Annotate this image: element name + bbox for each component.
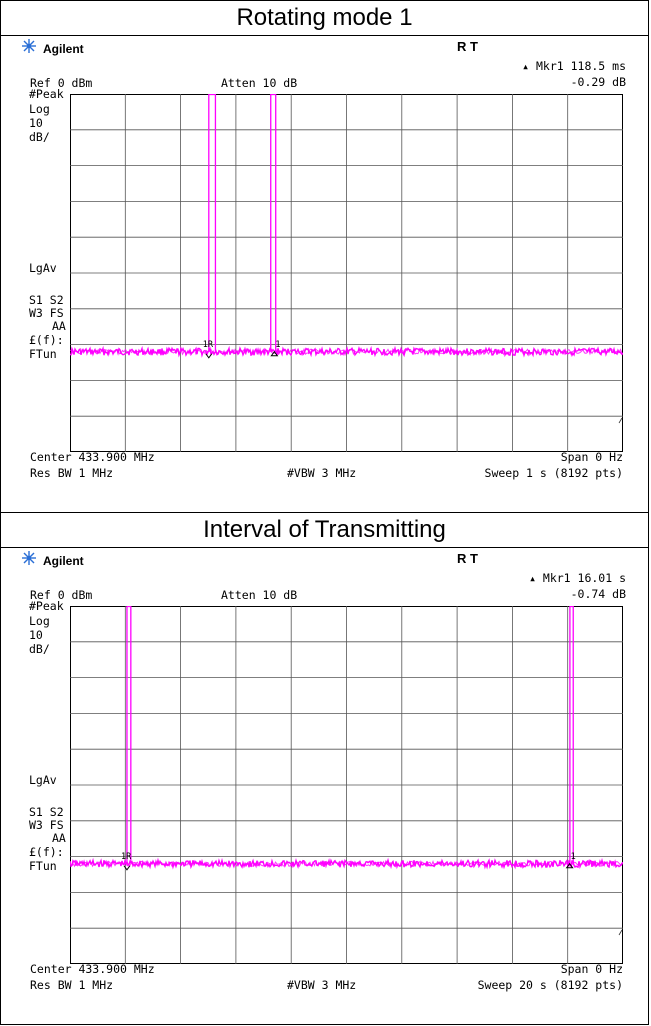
video-bandwidth: #VBW 3 MHz — [287, 466, 357, 480]
trace-w3fs-label: W3 FS — [29, 818, 64, 832]
noise-trace — [70, 859, 623, 868]
trace-aa-label: AA — [52, 831, 66, 845]
ref-level: Ref 0 dBm — [30, 76, 93, 90]
agilent-logo-icon — [22, 39, 36, 53]
marker-value: -0.74 dB — [570, 587, 626, 601]
analyzer-screen: Agilent R T ▴ Mkr1 16.01 s -0.74 dB Ref … — [1, 548, 648, 1024]
reference-marker — [205, 353, 213, 359]
trace-s1s2-label: S1 S2 — [29, 805, 64, 819]
noise-floor-trace — [70, 345, 623, 358]
pulse-2 — [270, 94, 277, 352]
plot-grid — [70, 606, 623, 964]
detector-label: #Peak — [29, 87, 64, 101]
reference-marker-tag: 1R — [121, 852, 132, 862]
brand-label: Agilent — [43, 554, 84, 568]
marker-value: -0.29 dB — [570, 75, 626, 89]
scale-div-number: 10 — [29, 628, 43, 642]
marker-label: ▴ Mkr1 16.01 s — [529, 571, 626, 585]
status-rt: R T — [457, 39, 478, 54]
scale-type-label: Log — [29, 102, 50, 116]
agilent-logo-icon — [22, 551, 36, 565]
center-frequency: Center 433.900 MHz — [30, 450, 155, 464]
plot-grid — [70, 94, 623, 452]
edge-tick — [618, 929, 623, 936]
ref-level: Ref 0 dBm — [30, 588, 93, 602]
noise-trace — [70, 857, 623, 870]
scale-type-label: Log — [29, 614, 50, 628]
resolution-bandwidth: Res BW 1 MHz — [30, 466, 114, 480]
scale-div-number: 10 — [29, 116, 43, 130]
edge-tick — [618, 417, 623, 424]
noise-trace — [70, 347, 623, 356]
average-label: LgAv — [29, 773, 57, 787]
panel-title: Interval of Transmitting — [1, 513, 648, 548]
delta-marker — [270, 350, 279, 357]
ef-label: £(f): — [29, 333, 64, 347]
video-bandwidth: #VBW 3 MHz — [287, 978, 357, 992]
reference-marker-tag: 1R — [203, 340, 214, 350]
center-frequency: Center 433.900 MHz — [30, 962, 155, 976]
attenuation: Atten 10 dB — [221, 588, 298, 602]
analyzer-screen: Agilent R T ▴ Mkr1 118.5 ms -0.29 dB Ref… — [1, 36, 648, 512]
trace-s1s2-label: S1 S2 — [29, 293, 64, 307]
marker-readout: ▴ Mkr1 118.5 ms -0.29 dB — [522, 58, 626, 90]
delta-marker-tag: 1 — [275, 340, 280, 350]
sweep-time: Sweep 20 s (8192 pts) — [477, 978, 623, 992]
pulse-1 — [208, 94, 217, 352]
span: Span 0 Hz — [560, 962, 623, 976]
marker-readout: ▴ Mkr1 16.01 s -0.74 dB — [529, 570, 626, 602]
scale-div-unit: dB/ — [29, 642, 50, 656]
brand-label: Agilent — [43, 42, 84, 56]
average-label: LgAv — [29, 261, 57, 275]
reference-marker — [123, 865, 131, 871]
panel-title: Rotating mode 1 — [1, 1, 648, 36]
spectrum-panel-2: Interval of Transmitting Agilent R T ▴ M… — [0, 512, 649, 1025]
scale-div-unit: dB/ — [29, 130, 50, 144]
span: Span 0 Hz — [560, 450, 623, 464]
detector-label: #Peak — [29, 599, 64, 613]
noise-floor-trace — [70, 857, 623, 870]
delta-marker — [565, 862, 574, 869]
trace-aa-label: AA — [52, 319, 66, 333]
sweep-time: Sweep 1 s (8192 pts) — [484, 466, 623, 480]
status-rt: R T — [457, 551, 478, 566]
trace-w3fs-label: W3 FS — [29, 306, 64, 320]
ef-label: £(f): — [29, 845, 64, 859]
delta-marker-tag: 1 — [571, 852, 576, 862]
attenuation: Atten 10 dB — [221, 76, 298, 90]
ftun-label: FTun — [29, 859, 57, 873]
ftun-label: FTun — [29, 347, 57, 361]
spectrum-plot: 1R 1 — [70, 94, 623, 452]
spectrum-panel-1: Rotating mode 1 Agilent R T ▴ Mkr1 118.5… — [0, 0, 649, 513]
pulse-2 — [569, 606, 574, 864]
spectrum-plot: 1R 1 — [70, 606, 623, 964]
pulse-1 — [126, 606, 132, 864]
resolution-bandwidth: Res BW 1 MHz — [30, 978, 114, 992]
marker-label: ▴ Mkr1 118.5 ms — [522, 59, 626, 73]
